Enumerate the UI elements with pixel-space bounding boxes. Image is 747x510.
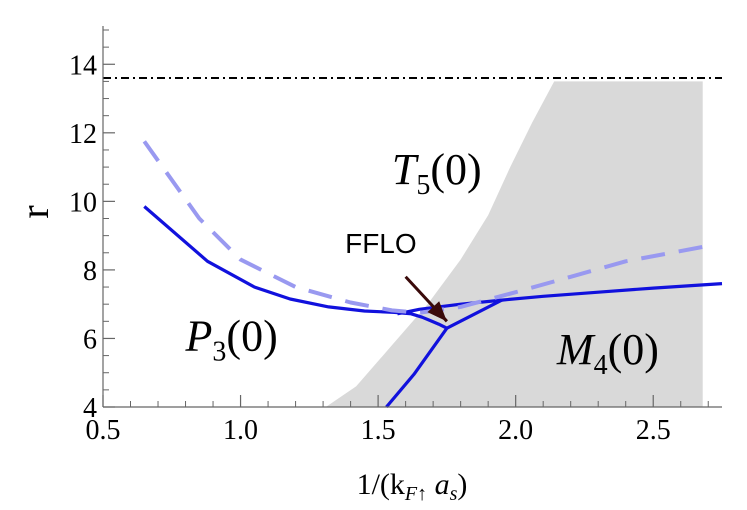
y-tick-label-0: 4 (83, 393, 97, 424)
region-label-m4: M4(0) (556, 325, 659, 381)
y-tick-label-4: 12 (69, 119, 97, 150)
y-tick-label-5: 14 (69, 50, 97, 81)
solid-series-line-3 (385, 327, 449, 409)
x-tick-label-1: 1.0 (223, 415, 258, 446)
y-axis-title: r (12, 205, 57, 218)
annotation-layer: T5(0) P3(0) M4(0) FFLO (185, 145, 659, 381)
solid-series-line-1 (397, 282, 723, 316)
shaded-region (325, 81, 703, 408)
fflo-arrow-head (427, 301, 447, 322)
y-tick-label-2: 8 (83, 256, 97, 287)
y-tick-label-1: 6 (83, 324, 97, 355)
region-label-t5: T5(0) (392, 145, 482, 201)
solid-series-line-2 (446, 298, 503, 330)
solid-series-line-0 (143, 205, 448, 330)
x-tick-label-2: 1.5 (361, 415, 396, 446)
region-label-p3: P3(0) (185, 311, 278, 367)
x-axis-title: 1/(kF↑ as) (357, 468, 468, 505)
series-layer (142, 140, 723, 409)
shaded-region-layer (325, 81, 703, 408)
fflo-label: FFLO (345, 228, 417, 259)
x-tick-label-0: 0.5 (86, 415, 121, 446)
x-tick-label-4: 2.5 (636, 415, 671, 446)
axes-layer: 0.5 1.0 1.5 2.0 2.5 4 6 8 10 12 14 (69, 26, 722, 446)
x-tick-label-3: 2.0 (498, 415, 533, 446)
dashed-series-line-4 (142, 140, 709, 315)
y-tick-label-3: 10 (69, 187, 97, 218)
